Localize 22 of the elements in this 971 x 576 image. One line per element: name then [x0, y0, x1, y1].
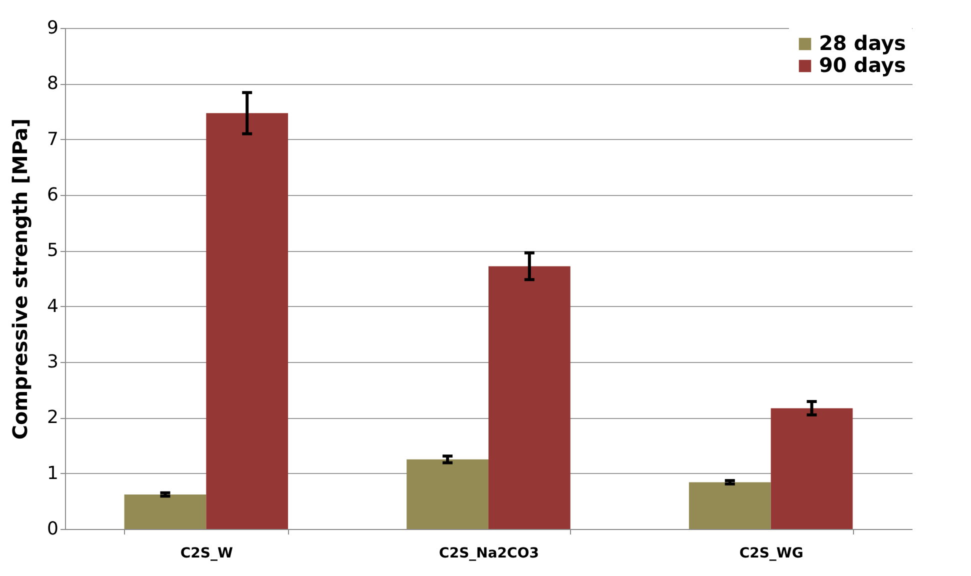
y-axis-title: Compressive strength [MPa]: [8, 118, 32, 440]
y-tick-label: 6: [47, 184, 58, 206]
y-tick-label: 1: [47, 462, 58, 484]
bar: [406, 459, 488, 529]
legend-label: 28 days: [819, 31, 906, 55]
y-tick-label: 5: [47, 240, 58, 262]
x-tick-label: C2S_W: [180, 546, 233, 562]
bar: [688, 482, 771, 529]
x-tick-label: C2S_WG: [739, 546, 804, 562]
y-tick-label: 4: [47, 296, 58, 317]
legend-label: 90 days: [819, 53, 906, 77]
bar: [206, 113, 288, 529]
y-tick-label: 0: [47, 518, 58, 540]
bar: [770, 408, 853, 529]
y-tick-label: 3: [47, 352, 58, 372]
y-tick-label: 7: [47, 128, 58, 150]
bar: [488, 266, 570, 529]
bar: [124, 494, 206, 529]
y-tick-label: 9: [47, 18, 58, 38]
y-tick-label: 8: [47, 73, 58, 94]
y-tick-label: 2: [47, 407, 58, 428]
x-tick-label: C2S_Na2CO3: [439, 546, 539, 562]
